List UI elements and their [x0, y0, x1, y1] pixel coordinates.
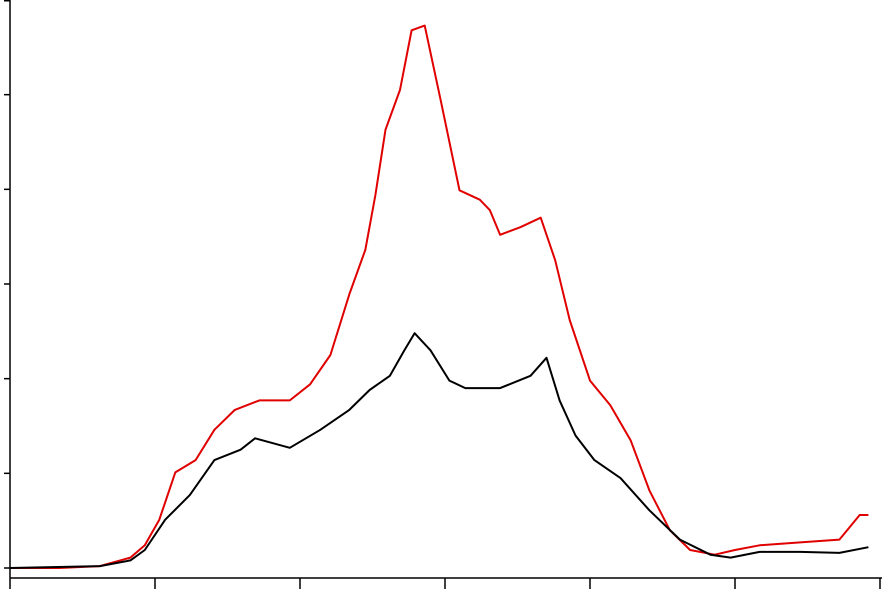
data-line	[10, 24, 869, 569]
data-line	[9, 332, 869, 569]
